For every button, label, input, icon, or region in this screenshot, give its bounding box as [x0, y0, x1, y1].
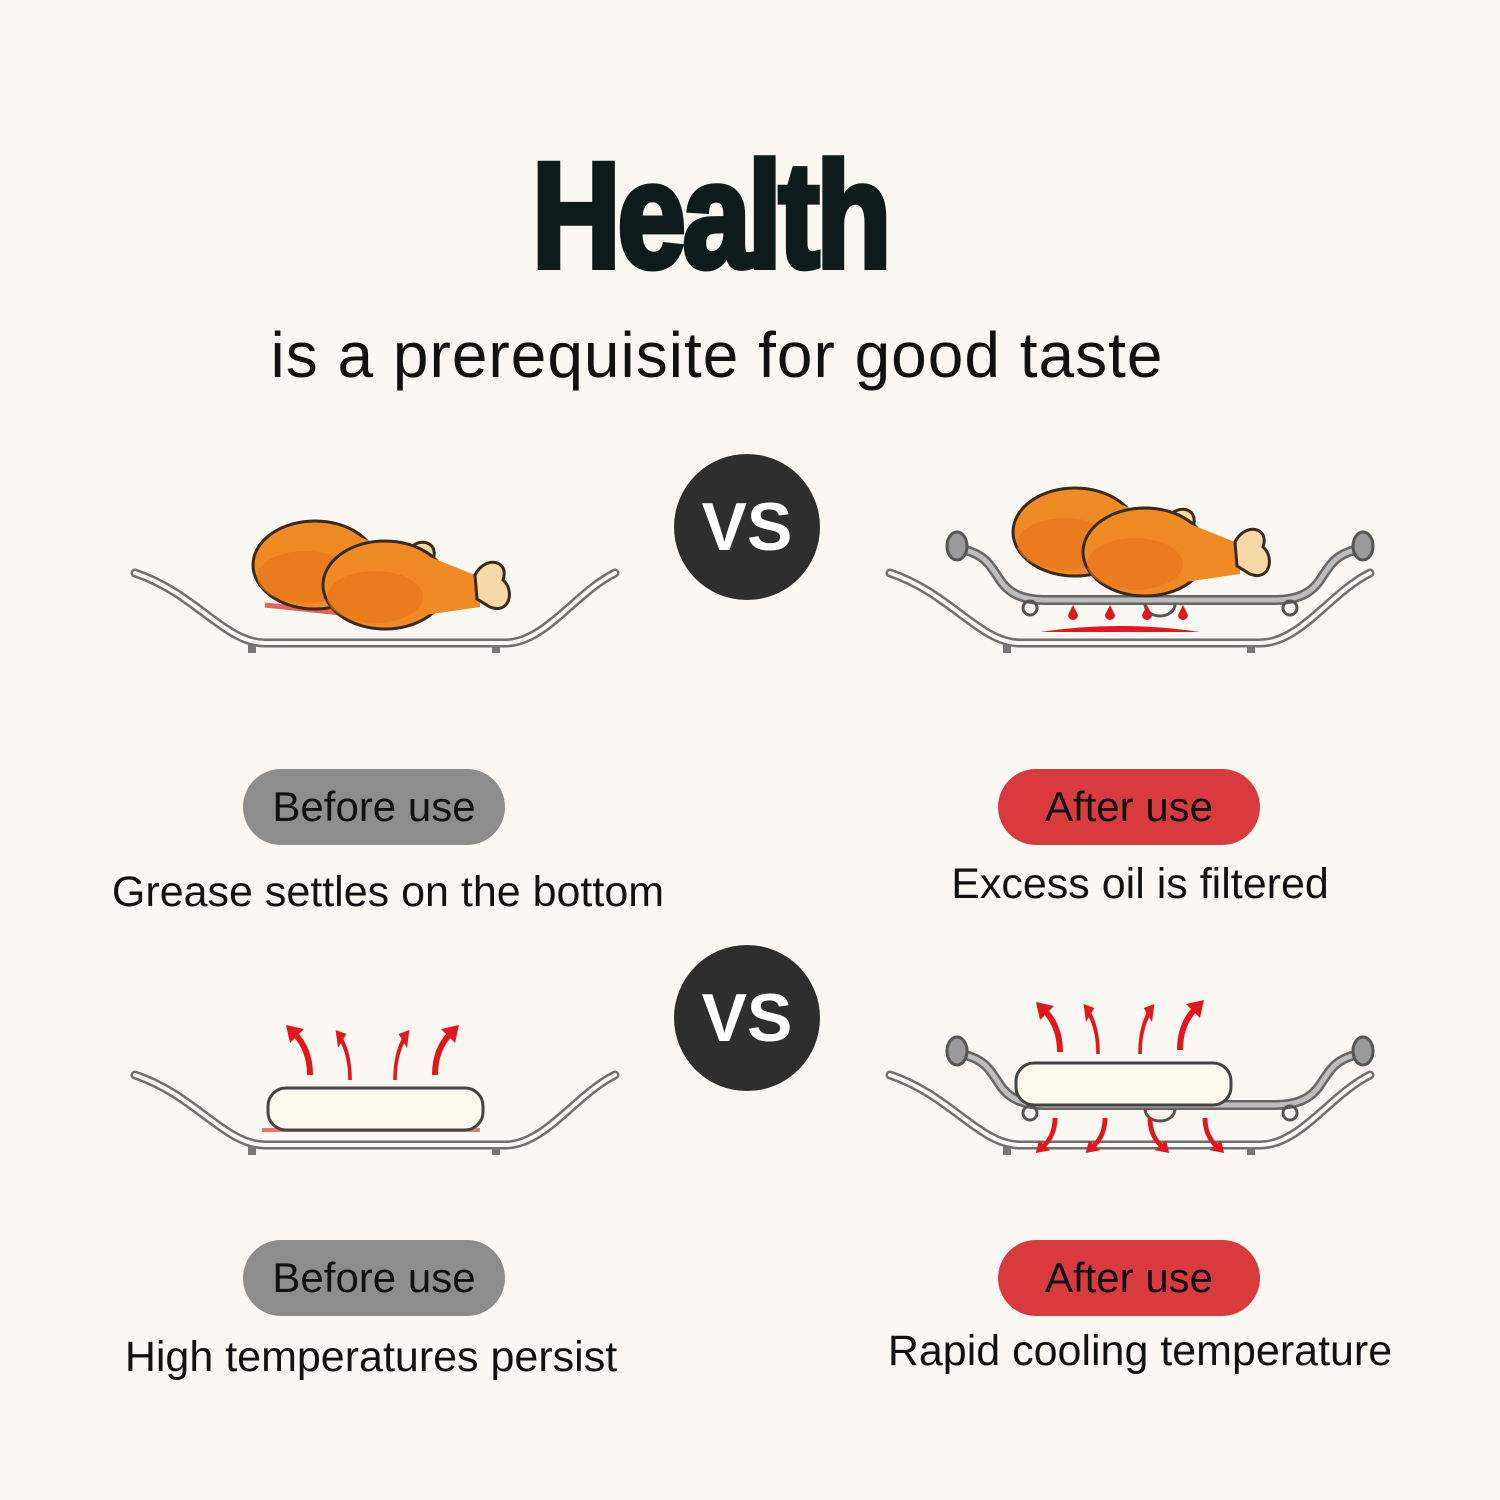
food-cooling-on-rack-icon [890, 1000, 1373, 1155]
vs-badge: VS [674, 945, 820, 1091]
food-heat-on-pan-icon [135, 1025, 615, 1155]
before-caption: Grease settles on the bottom [111, 868, 665, 916]
vs-badge: VS [674, 454, 820, 600]
before-use-badge: Before use [243, 769, 505, 845]
headline-title: Health [529, 131, 893, 299]
after-use-badge: After use [998, 1240, 1260, 1316]
after-caption: Rapid cooling temperature [887, 1327, 1393, 1375]
before-use-badge: Before use [243, 1240, 505, 1316]
after-caption: Excess oil is filtered [951, 860, 1329, 908]
before-caption: High temperatures persist [124, 1333, 618, 1381]
drumsticks-on-pan-icon [135, 519, 615, 653]
after-use-badge: After use [998, 769, 1260, 845]
drumsticks-on-rack-icon [890, 486, 1373, 653]
headline-subtitle: is a prerequisite for good taste [270, 319, 1164, 391]
